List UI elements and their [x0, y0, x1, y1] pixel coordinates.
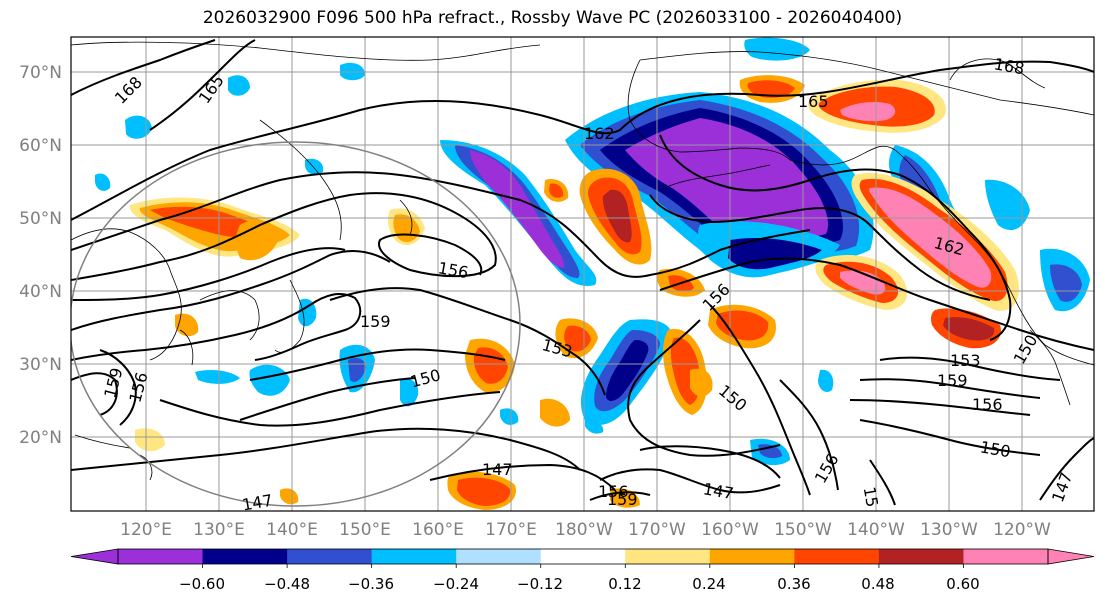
colorbar-segment	[287, 549, 373, 564]
lon-label: 120°E	[120, 520, 172, 540]
lon-label: 140°W	[847, 520, 905, 540]
lat-label: 70°N	[19, 63, 62, 83]
lon-label: 170°W	[628, 520, 686, 540]
lon-label: 130°E	[193, 520, 245, 540]
contour-label: 159	[360, 312, 391, 331]
colorbar-tick-label: 0.12	[608, 575, 641, 593]
colorbar-segment	[794, 549, 880, 564]
lat-label: 60°N	[19, 136, 62, 156]
lon-label: 130°W	[920, 520, 978, 540]
contour-label: 156	[972, 395, 1003, 414]
colorbar-tick-label: 0.48	[861, 575, 894, 593]
lon-label: 140°E	[266, 520, 318, 540]
colorbar-segment	[118, 549, 204, 564]
contour-label: 165	[798, 92, 829, 111]
contour-label: 159	[937, 371, 968, 390]
contour-label: 153	[950, 351, 981, 370]
contour-label: 156	[598, 482, 629, 501]
colorbar-segment	[963, 549, 1049, 564]
contour-label: 15	[860, 485, 882, 508]
contour-label: 147	[482, 460, 513, 479]
lon-label: 170°E	[485, 520, 537, 540]
map-frame	[70, 36, 1095, 512]
colorbar-segment	[371, 549, 457, 564]
colorbar-tick-label: 0.36	[777, 575, 810, 593]
contour-label: 162	[584, 124, 615, 143]
lon-label: 150°W	[774, 520, 832, 540]
colorbar-segment	[625, 549, 711, 564]
contour-label: 159	[607, 490, 638, 509]
colorbar-segment	[456, 549, 542, 564]
colorbar-tick-label: −0.36	[348, 575, 394, 593]
contour-label: 147	[241, 491, 274, 515]
lon-label: 150°E	[339, 520, 391, 540]
lon-label: 180°W	[555, 520, 613, 540]
lon-label: 120°W	[993, 520, 1051, 540]
height-contours	[71, 39, 1094, 506]
colorbar-segment	[709, 549, 795, 564]
colorbar-segment	[540, 549, 626, 564]
contour-labels: 168 165 165 162 162 168 156 156 159 153 …	[100, 54, 1076, 515]
colorbar-border	[117, 548, 1049, 565]
colorbar-ticks: −0.60 −0.48 −0.36 −0.24 −0.12 0.12 0.24 …	[179, 575, 980, 593]
colorbar-extend-high	[1047, 548, 1095, 565]
colorbar-tick-label: −0.12	[517, 575, 563, 593]
lat-label: 40°N	[19, 282, 62, 302]
colorbar-tick-label: −0.48	[264, 575, 310, 593]
lon-label: 160°W	[701, 520, 759, 540]
lat-label: 30°N	[19, 355, 62, 375]
colorbar	[70, 548, 1095, 568]
map-content: 168 165 165 162 162 168 156 156 159 153 …	[71, 37, 1094, 515]
latitude-labels: 70°N 60°N 50°N 40°N 30°N 20°N	[19, 63, 62, 448]
lat-label: 20°N	[19, 428, 62, 448]
colorbar-segment	[202, 549, 288, 564]
colorbar-segment	[878, 549, 964, 564]
reference-circle	[71, 141, 521, 507]
shaded-fields	[95, 37, 1090, 510]
colorbar-extend-low	[70, 548, 119, 565]
colorbar-tick-label: 0.24	[692, 575, 725, 593]
colorbar-tick-label: −0.24	[433, 575, 479, 593]
lon-label: 160°E	[412, 520, 464, 540]
colorbar-tick-label: 0.60	[946, 575, 979, 593]
colorbar-tick-label: −0.60	[179, 575, 225, 593]
lat-label: 50°N	[19, 209, 62, 229]
longitude-labels: 120°E 130°E 140°E 150°E 160°E 170°E 180°…	[120, 520, 1051, 540]
map-title: 2026032900 F096 500 hPa refract., Rossby…	[202, 8, 903, 28]
